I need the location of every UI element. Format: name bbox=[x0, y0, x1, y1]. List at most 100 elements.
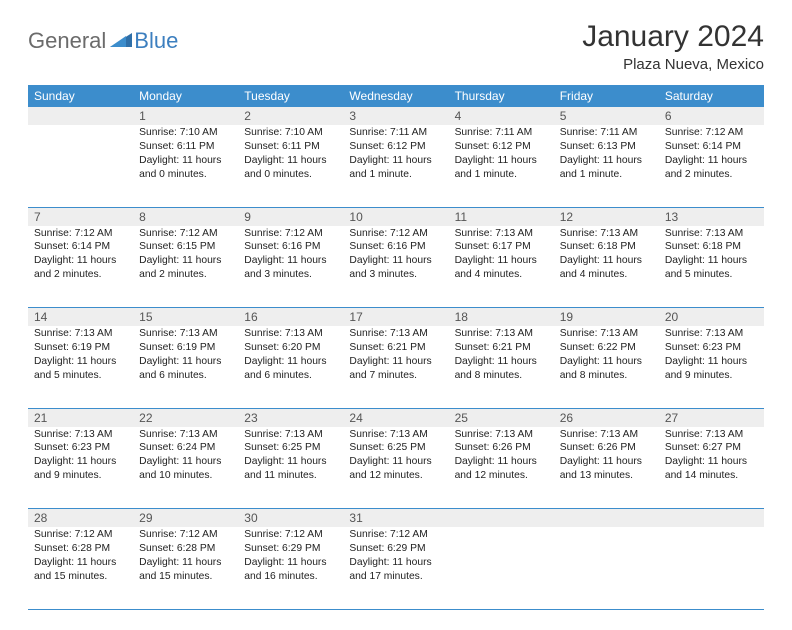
day-content-row: Sunrise: 7:13 AMSunset: 6:19 PMDaylight:… bbox=[28, 326, 764, 408]
day-cell-content: Sunrise: 7:12 AMSunset: 6:29 PMDaylight:… bbox=[238, 527, 343, 588]
sunset-text: Sunset: 6:21 PM bbox=[349, 341, 442, 355]
day-cell-content: Sunrise: 7:13 AMSunset: 6:18 PMDaylight:… bbox=[554, 226, 659, 287]
day-number-cell: 31 bbox=[343, 509, 448, 528]
day-cell-content: Sunrise: 7:13 AMSunset: 6:19 PMDaylight:… bbox=[28, 326, 133, 387]
sunrise-text: Sunrise: 7:13 AM bbox=[665, 327, 758, 341]
day-cell-content: Sunrise: 7:11 AMSunset: 6:13 PMDaylight:… bbox=[554, 125, 659, 186]
day-cell: Sunrise: 7:13 AMSunset: 6:26 PMDaylight:… bbox=[554, 427, 659, 509]
sunset-text: Sunset: 6:14 PM bbox=[665, 140, 758, 154]
sunset-text: Sunset: 6:24 PM bbox=[139, 441, 232, 455]
sunrise-text: Sunrise: 7:12 AM bbox=[244, 227, 337, 241]
day-cell: Sunrise: 7:13 AMSunset: 6:19 PMDaylight:… bbox=[133, 326, 238, 408]
daylight-text: Daylight: 11 hours and 1 minute. bbox=[349, 154, 442, 182]
sunrise-text: Sunrise: 7:11 AM bbox=[349, 126, 442, 140]
daylight-text: Daylight: 11 hours and 16 minutes. bbox=[244, 556, 337, 584]
day-number-cell: 29 bbox=[133, 509, 238, 528]
logo: General Blue bbox=[28, 20, 178, 54]
sunrise-text: Sunrise: 7:10 AM bbox=[244, 126, 337, 140]
day-number-cell: 26 bbox=[554, 408, 659, 427]
daylight-text: Daylight: 11 hours and 5 minutes. bbox=[34, 355, 127, 383]
sunset-text: Sunset: 6:27 PM bbox=[665, 441, 758, 455]
sunset-text: Sunset: 6:18 PM bbox=[665, 240, 758, 254]
sunset-text: Sunset: 6:21 PM bbox=[455, 341, 548, 355]
daylight-text: Daylight: 11 hours and 15 minutes. bbox=[34, 556, 127, 584]
day-number-cell bbox=[28, 107, 133, 125]
weekday-header: Sunday bbox=[28, 85, 133, 107]
daylight-text: Daylight: 11 hours and 1 minute. bbox=[455, 154, 548, 182]
day-number-cell: 21 bbox=[28, 408, 133, 427]
daylight-text: Daylight: 11 hours and 11 minutes. bbox=[244, 455, 337, 483]
day-number-row: 123456 bbox=[28, 107, 764, 125]
day-number-cell: 30 bbox=[238, 509, 343, 528]
day-cell-content: Sunrise: 7:13 AMSunset: 6:23 PMDaylight:… bbox=[659, 326, 764, 387]
day-number-row: 14151617181920 bbox=[28, 308, 764, 327]
daylight-text: Daylight: 11 hours and 12 minutes. bbox=[455, 455, 548, 483]
day-cell: Sunrise: 7:13 AMSunset: 6:26 PMDaylight:… bbox=[449, 427, 554, 509]
day-number-cell: 22 bbox=[133, 408, 238, 427]
day-number-row: 28293031 bbox=[28, 509, 764, 528]
day-number-cell: 6 bbox=[659, 107, 764, 125]
sunset-text: Sunset: 6:23 PM bbox=[665, 341, 758, 355]
day-cell: Sunrise: 7:13 AMSunset: 6:25 PMDaylight:… bbox=[238, 427, 343, 509]
daylight-text: Daylight: 11 hours and 17 minutes. bbox=[349, 556, 442, 584]
day-cell-content: Sunrise: 7:13 AMSunset: 6:24 PMDaylight:… bbox=[133, 427, 238, 488]
day-cell-content: Sunrise: 7:12 AMSunset: 6:16 PMDaylight:… bbox=[238, 226, 343, 287]
day-cell-content: Sunrise: 7:11 AMSunset: 6:12 PMDaylight:… bbox=[343, 125, 448, 186]
sunrise-text: Sunrise: 7:13 AM bbox=[455, 227, 548, 241]
day-number-cell: 10 bbox=[343, 207, 448, 226]
calendar-table: Sunday Monday Tuesday Wednesday Thursday… bbox=[28, 85, 764, 610]
sunset-text: Sunset: 6:11 PM bbox=[244, 140, 337, 154]
daylight-text: Daylight: 11 hours and 8 minutes. bbox=[560, 355, 653, 383]
day-cell-content: Sunrise: 7:13 AMSunset: 6:25 PMDaylight:… bbox=[343, 427, 448, 488]
day-number-cell: 11 bbox=[449, 207, 554, 226]
sunset-text: Sunset: 6:22 PM bbox=[560, 341, 653, 355]
day-number-cell: 7 bbox=[28, 207, 133, 226]
day-number-cell: 2 bbox=[238, 107, 343, 125]
day-cell-content bbox=[554, 527, 659, 532]
sunrise-text: Sunrise: 7:13 AM bbox=[455, 428, 548, 442]
day-cell bbox=[554, 527, 659, 609]
weekday-header-row: Sunday Monday Tuesday Wednesday Thursday… bbox=[28, 85, 764, 107]
weekday-header: Friday bbox=[554, 85, 659, 107]
day-number-row: 78910111213 bbox=[28, 207, 764, 226]
sunset-text: Sunset: 6:29 PM bbox=[244, 542, 337, 556]
day-cell-content: Sunrise: 7:10 AMSunset: 6:11 PMDaylight:… bbox=[238, 125, 343, 186]
day-cell: Sunrise: 7:13 AMSunset: 6:20 PMDaylight:… bbox=[238, 326, 343, 408]
sunrise-text: Sunrise: 7:11 AM bbox=[455, 126, 548, 140]
day-number-cell: 9 bbox=[238, 207, 343, 226]
day-cell bbox=[28, 125, 133, 207]
sunset-text: Sunset: 6:17 PM bbox=[455, 240, 548, 254]
daylight-text: Daylight: 11 hours and 1 minute. bbox=[560, 154, 653, 182]
sunrise-text: Sunrise: 7:13 AM bbox=[560, 227, 653, 241]
day-cell: Sunrise: 7:12 AMSunset: 6:14 PMDaylight:… bbox=[28, 226, 133, 308]
sunrise-text: Sunrise: 7:12 AM bbox=[139, 227, 232, 241]
daylight-text: Daylight: 11 hours and 3 minutes. bbox=[349, 254, 442, 282]
day-number-cell: 20 bbox=[659, 308, 764, 327]
day-number-cell: 15 bbox=[133, 308, 238, 327]
day-cell: Sunrise: 7:11 AMSunset: 6:13 PMDaylight:… bbox=[554, 125, 659, 207]
daylight-text: Daylight: 11 hours and 13 minutes. bbox=[560, 455, 653, 483]
day-cell: Sunrise: 7:13 AMSunset: 6:24 PMDaylight:… bbox=[133, 427, 238, 509]
day-number-row: 21222324252627 bbox=[28, 408, 764, 427]
weekday-header: Tuesday bbox=[238, 85, 343, 107]
day-cell: Sunrise: 7:12 AMSunset: 6:16 PMDaylight:… bbox=[238, 226, 343, 308]
calendar-page: General Blue January 2024 Plaza Nueva, M… bbox=[0, 0, 792, 630]
sunset-text: Sunset: 6:20 PM bbox=[244, 341, 337, 355]
day-number-cell: 1 bbox=[133, 107, 238, 125]
day-cell: Sunrise: 7:12 AMSunset: 6:28 PMDaylight:… bbox=[133, 527, 238, 609]
day-number-cell: 3 bbox=[343, 107, 448, 125]
day-cell-content: Sunrise: 7:13 AMSunset: 6:21 PMDaylight:… bbox=[343, 326, 448, 387]
daylight-text: Daylight: 11 hours and 10 minutes. bbox=[139, 455, 232, 483]
location-label: Plaza Nueva, Mexico bbox=[582, 56, 764, 73]
page-title: January 2024 bbox=[582, 20, 764, 54]
sunrise-text: Sunrise: 7:12 AM bbox=[139, 528, 232, 542]
daylight-text: Daylight: 11 hours and 12 minutes. bbox=[349, 455, 442, 483]
sunrise-text: Sunrise: 7:13 AM bbox=[665, 227, 758, 241]
daylight-text: Daylight: 11 hours and 14 minutes. bbox=[665, 455, 758, 483]
sunset-text: Sunset: 6:12 PM bbox=[455, 140, 548, 154]
day-content-row: Sunrise: 7:12 AM Sunset: 6:14 PM Daylight:… bbox=[28, 226, 764, 308]
day-cell-content: Sunrise: 7:12 AMSunset: 6:14 PMDaylight:… bbox=[659, 125, 764, 186]
day-cell-content: Sunrise: 7:12 AMSunset: 6:16 PMDaylight:… bbox=[343, 226, 448, 287]
sunset-text: Sunset: 6:14 PM bbox=[34, 240, 127, 254]
sunrise-text: Sunrise: 7:13 AM bbox=[560, 327, 653, 341]
